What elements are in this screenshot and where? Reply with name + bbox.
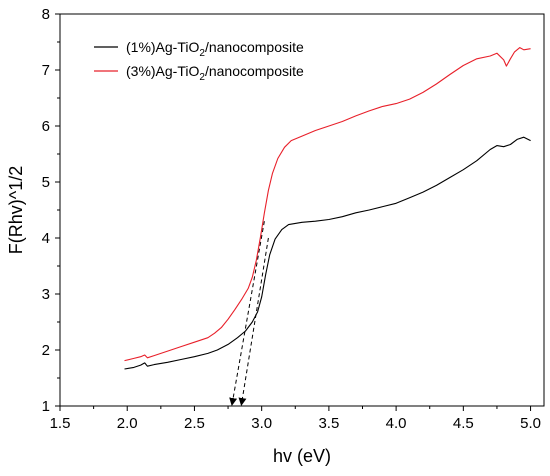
series-line-1 xyxy=(124,47,531,362)
legend-label-1pct-prefix: (1%)Ag-TiO xyxy=(126,39,199,55)
x-tick-label-7: 5.0 xyxy=(520,415,541,432)
x-tick-label-4: 3.5 xyxy=(318,415,339,432)
y-tick-label-2: 3 xyxy=(42,286,50,303)
y-tick-label-7: 8 xyxy=(42,6,50,23)
x-tick-label-1: 2.0 xyxy=(117,415,138,432)
x-tick-label-0: 1.5 xyxy=(50,415,71,432)
legend-label-1pct-sub: 2 xyxy=(199,48,205,59)
legend-label-3pct: (3%)Ag-TiO2/nanocomposite xyxy=(126,63,304,83)
tangent-arrow-1 xyxy=(238,237,269,406)
y-tick-label-6: 7 xyxy=(42,62,50,79)
y-tick-label-5: 6 xyxy=(42,118,50,135)
series-line-0 xyxy=(124,136,531,370)
y-tick-label-1: 2 xyxy=(42,342,50,359)
tangent-arrow-0 xyxy=(229,221,265,406)
annotation-layer xyxy=(229,221,269,406)
y-tick-label-3: 4 xyxy=(42,230,50,247)
legend-label-3pct-prefix: (3%)Ag-TiO xyxy=(126,63,199,79)
legend-label-1pct-suffix: /nanocomposite xyxy=(205,39,304,55)
legend: (1%)Ag-TiO2/nanocomposite (3%)Ag-TiO2/na… xyxy=(94,39,304,83)
y-tick-label-4: 5 xyxy=(42,174,50,191)
x-axis-label: hv (eV) xyxy=(273,446,331,466)
series-layer xyxy=(124,47,531,370)
legend-label-3pct-sub: 2 xyxy=(199,72,205,83)
y-axis: 1 2 3 4 5 6 7 8 xyxy=(42,6,60,415)
y-axis-label: F(Rhv)^1/2 xyxy=(6,166,26,254)
x-axis: 1.5 2.0 2.5 3.0 3.5 4.0 4.5 5.0 xyxy=(50,406,541,432)
x-tick-label-5: 4.0 xyxy=(386,415,407,432)
legend-label-3pct-suffix: /nanocomposite xyxy=(205,63,304,79)
y-tick-label-0: 1 xyxy=(42,398,50,415)
x-tick-label-2: 2.5 xyxy=(184,415,205,432)
x-tick-label-3: 3.0 xyxy=(251,415,272,432)
legend-label-1pct: (1%)Ag-TiO2/nanocomposite xyxy=(126,39,304,59)
x-tick-label-6: 4.5 xyxy=(453,415,474,432)
